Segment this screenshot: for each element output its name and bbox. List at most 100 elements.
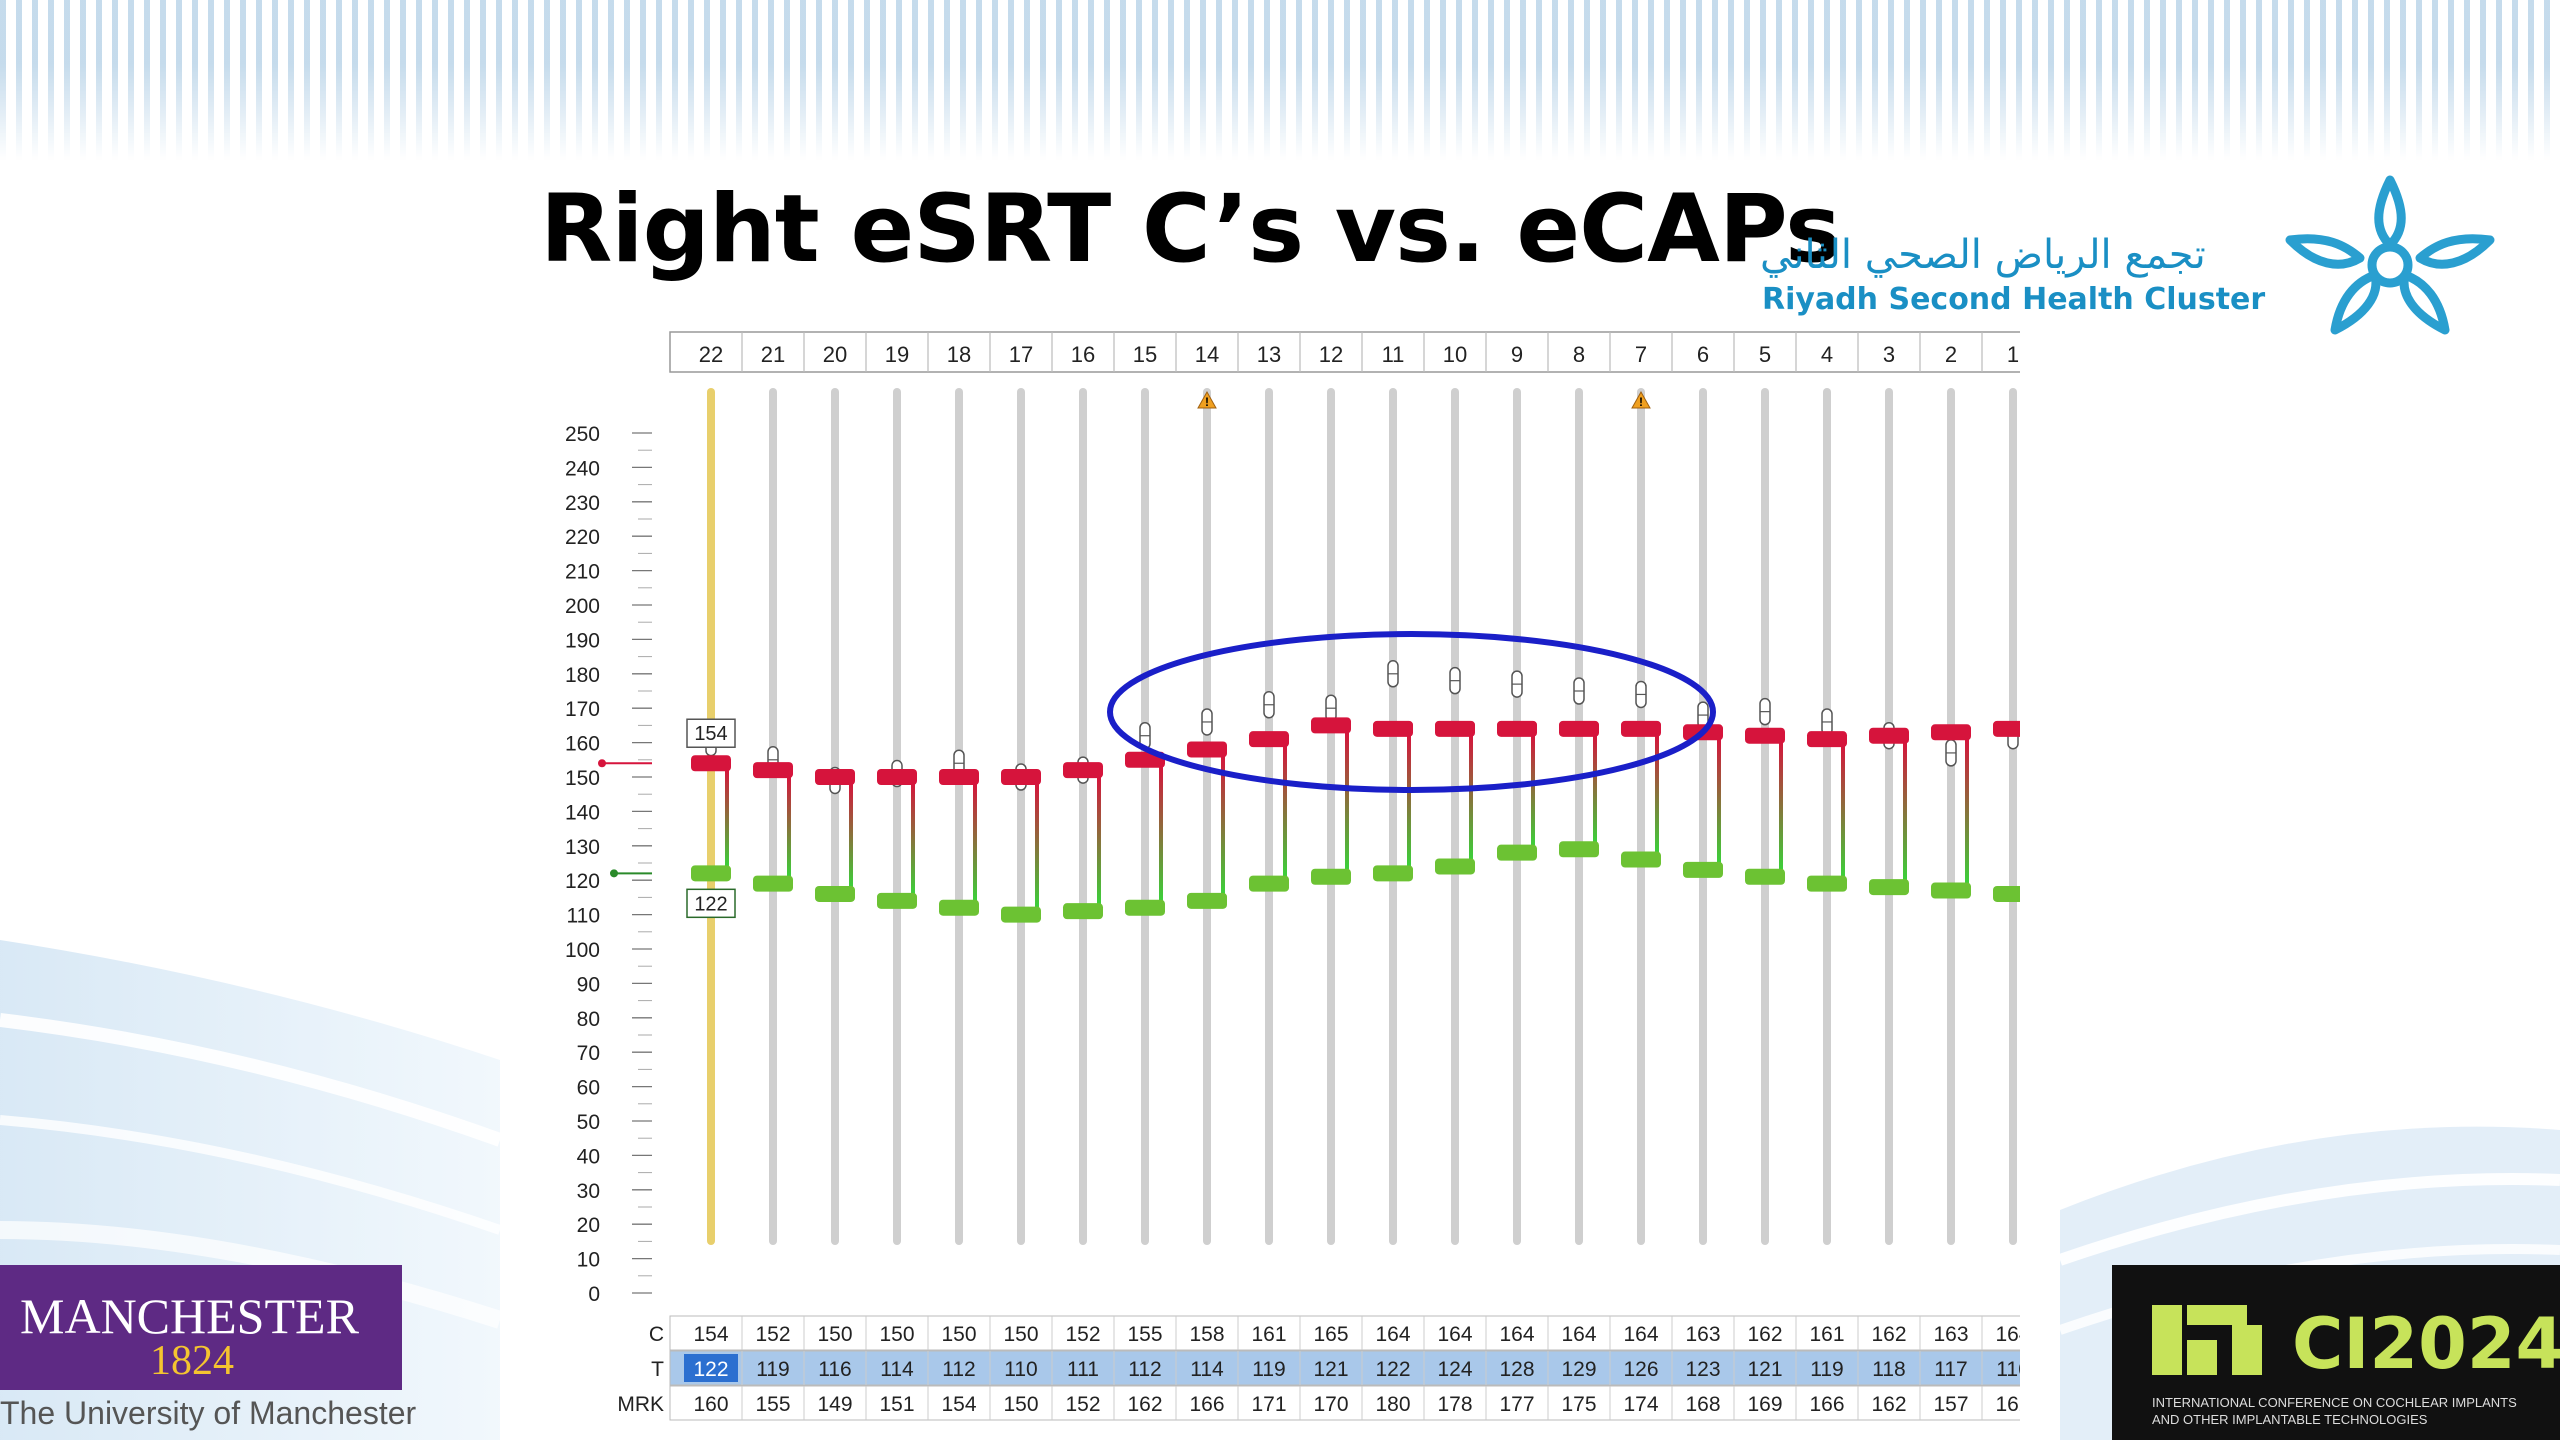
y-tick-label: 240 — [565, 457, 600, 480]
table-cell-t-16: 111 — [1067, 1358, 1099, 1381]
table-cell-t-15: 112 — [1128, 1358, 1161, 1381]
t-level-marker-8 — [1559, 841, 1599, 858]
table-cell-t-17: 110 — [1004, 1358, 1037, 1381]
table-cell-t-3: 118 — [1872, 1358, 1905, 1381]
electrode-number-4: 4 — [1821, 342, 1833, 367]
slide-title: Right eSRT C’s vs. eCAPs — [540, 175, 1841, 284]
table-cell-t-2: 117 — [1934, 1358, 1967, 1381]
table-cell-mrk-4: 166 — [1809, 1393, 1844, 1416]
rsh-arabic-name: تجمع الرياض الصحي الثاني — [1760, 232, 2206, 278]
y-tick-label: 90 — [577, 973, 600, 996]
t-level-marker-11 — [1373, 865, 1413, 882]
y-tick-label: 110 — [567, 905, 600, 928]
c-level-marker-3 — [1869, 727, 1909, 744]
ci-logo-mark-icon — [2152, 1305, 2262, 1375]
y-tick-label: 60 — [577, 1077, 600, 1100]
ct-connector-4 — [1841, 745, 1845, 878]
ct-connector-8 — [1593, 734, 1597, 844]
ci-subtitle-2: AND OTHER IMPLANTABLE TECHNOLOGIES — [2152, 1412, 2428, 1427]
y-tick-label: 170 — [565, 698, 600, 721]
ct-connector-2 — [1965, 738, 1969, 885]
electrode-track-18 — [955, 388, 963, 1245]
c-level-marker-2 — [1931, 724, 1971, 741]
table-cell-c-7: 164 — [1623, 1323, 1658, 1346]
table-cell-mrk-7: 174 — [1623, 1393, 1658, 1416]
table-cell-t-19: 114 — [880, 1358, 914, 1381]
ct-connector-22 — [725, 769, 729, 868]
t-pointer-dot — [610, 869, 618, 878]
y-tick-label: 70 — [577, 1042, 600, 1065]
c-level-marker-14 — [1187, 741, 1227, 758]
t-level-marker-16 — [1063, 903, 1103, 920]
c-level-marker-8 — [1559, 720, 1599, 737]
y-tick-label: 200 — [565, 595, 600, 618]
electrode-track-19 — [893, 388, 901, 1245]
table-cell-mrk-14: 166 — [1189, 1393, 1224, 1416]
electrode-track-6 — [1699, 388, 1707, 1245]
c-level-marker-17 — [1001, 769, 1041, 785]
y-tick-label: 190 — [565, 629, 600, 652]
electrode-number-18: 18 — [947, 342, 971, 367]
table-cell-c-5: 162 — [1747, 1323, 1782, 1346]
electrode-track-7 — [1637, 388, 1645, 1245]
highlight-ellipse — [1107, 631, 1716, 793]
table-cell-mrk-12: 170 — [1313, 1393, 1348, 1416]
ct-connector-16 — [1097, 776, 1101, 906]
c-level-marker-9 — [1497, 720, 1537, 737]
y-tick-label: 50 — [577, 1111, 600, 1134]
ct-connector-12 — [1345, 731, 1349, 871]
c-level-marker-4 — [1807, 731, 1847, 748]
table-cell-c-19: 150 — [879, 1323, 914, 1346]
y-tick-label: 250 — [565, 423, 600, 446]
electrode-track-2 — [1947, 388, 1955, 1245]
electrode-track-3 — [1885, 388, 1893, 1245]
c-level-marker-10 — [1435, 720, 1475, 737]
c-level-marker-21 — [753, 762, 793, 779]
electrode-track-14 — [1203, 388, 1211, 1245]
electrode-number-17: 17 — [1009, 342, 1033, 367]
table-cell-t-11: 122 — [1375, 1358, 1410, 1381]
electrode-track-1 — [2009, 388, 2017, 1245]
table-cell-c-13: 161 — [1251, 1323, 1286, 1346]
ci-name: CI2024 — [2292, 1303, 2560, 1385]
table-row-label-c: C — [649, 1323, 664, 1346]
table-cell-t-10: 124 — [1437, 1358, 1472, 1381]
electrode-number-22: 22 — [699, 342, 723, 367]
y-tick-label: 120 — [565, 870, 600, 893]
selected-t-label: 122 — [694, 893, 727, 915]
t-level-marker-21 — [753, 875, 793, 892]
table-cell-t-18: 112 — [942, 1358, 975, 1381]
y-tick-label: 140 — [565, 801, 600, 824]
manchester-name: MANCHESTER — [20, 1288, 359, 1344]
electrode-number-5: 5 — [1759, 342, 1771, 367]
t-level-marker-3 — [1869, 879, 1909, 896]
y-tick-label: 20 — [577, 1214, 600, 1237]
table-cell-mrk-1: 162 — [1995, 1393, 2020, 1416]
table-cell-mrk-8: 175 — [1561, 1393, 1596, 1416]
t-level-marker-17 — [1001, 906, 1041, 923]
electrode-track-17 — [1017, 388, 1025, 1245]
table-cell-c-9: 164 — [1499, 1323, 1534, 1346]
c-level-marker-1 — [1993, 720, 2020, 737]
table-cell-mrk-2: 157 — [1933, 1393, 1968, 1416]
electrode-number-8: 8 — [1573, 342, 1585, 367]
warning-icon-14 — [1197, 390, 1217, 409]
t-level-marker-4 — [1807, 875, 1847, 892]
table-cell-c-20: 150 — [817, 1323, 852, 1346]
t-level-marker-20 — [815, 885, 855, 902]
table-cell-c-18: 150 — [941, 1323, 976, 1346]
ct-connector-21 — [787, 776, 791, 878]
ct-connector-20 — [849, 783, 853, 888]
electrode-track-12 — [1327, 388, 1335, 1245]
table-cell-c-6: 163 — [1685, 1323, 1720, 1346]
c-level-marker-16 — [1063, 762, 1103, 779]
table-cell-mrk-17: 150 — [1003, 1393, 1038, 1416]
electrode-track-21 — [769, 388, 777, 1245]
ct-connector-15 — [1159, 765, 1163, 902]
table-cell-c-14: 158 — [1189, 1323, 1224, 1346]
c-level-marker-18 — [939, 769, 979, 785]
ct-connector-7 — [1655, 734, 1659, 854]
ct-connector-18 — [973, 783, 977, 902]
ct-connector-6 — [1717, 738, 1721, 864]
table-cell-mrk-21: 155 — [755, 1393, 790, 1416]
